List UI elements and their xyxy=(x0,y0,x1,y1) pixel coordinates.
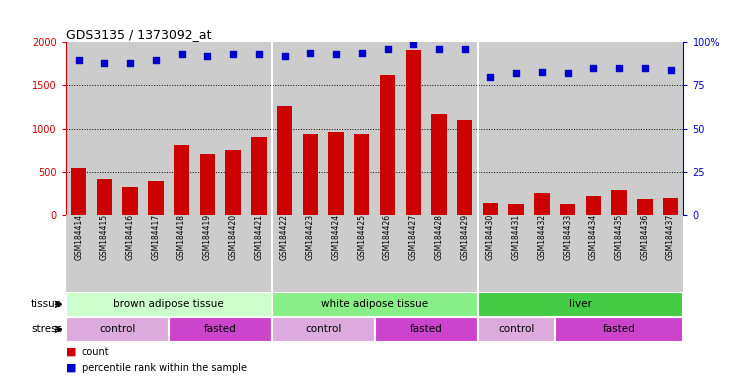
Point xyxy=(356,50,368,56)
Bar xyxy=(225,150,240,215)
Point xyxy=(536,68,548,74)
Point xyxy=(485,74,496,80)
Bar xyxy=(477,317,555,342)
Point xyxy=(407,41,419,47)
Bar xyxy=(375,317,477,342)
Bar xyxy=(354,134,369,215)
Point xyxy=(562,70,574,76)
Point xyxy=(175,51,187,57)
Bar xyxy=(534,193,550,215)
Text: tissue: tissue xyxy=(31,299,62,310)
Point xyxy=(227,51,239,57)
Text: ■: ■ xyxy=(66,362,76,373)
Bar xyxy=(663,198,678,215)
Text: ■: ■ xyxy=(66,347,76,357)
Bar xyxy=(272,292,477,317)
Point xyxy=(304,50,316,56)
Point xyxy=(588,65,599,71)
Bar xyxy=(611,190,627,215)
Text: fasted: fasted xyxy=(410,324,442,334)
Bar xyxy=(637,199,653,215)
Bar xyxy=(509,204,524,215)
Text: control: control xyxy=(99,324,135,334)
Bar xyxy=(66,317,169,342)
Text: fasted: fasted xyxy=(603,324,635,334)
Point xyxy=(664,67,676,73)
Point xyxy=(459,46,471,52)
Point xyxy=(73,56,85,63)
Bar xyxy=(174,145,189,215)
Point xyxy=(639,65,651,71)
Bar xyxy=(482,202,499,215)
Text: GDS3135 / 1373092_at: GDS3135 / 1373092_at xyxy=(66,28,211,41)
Text: control: control xyxy=(498,324,534,334)
Bar xyxy=(251,137,267,215)
Bar xyxy=(66,292,272,317)
Bar xyxy=(406,50,421,215)
Bar xyxy=(200,154,215,215)
Bar xyxy=(303,134,318,215)
Bar xyxy=(328,132,344,215)
Point xyxy=(124,60,136,66)
Point xyxy=(382,46,393,52)
Point xyxy=(150,56,162,63)
Bar xyxy=(560,204,575,215)
Bar xyxy=(122,187,138,215)
Text: control: control xyxy=(305,324,341,334)
Text: fasted: fasted xyxy=(204,324,237,334)
Point xyxy=(253,51,265,57)
Text: stress: stress xyxy=(31,324,62,334)
Text: white adipose tissue: white adipose tissue xyxy=(321,299,428,310)
Bar xyxy=(555,317,683,342)
Point xyxy=(202,53,213,59)
Text: percentile rank within the sample: percentile rank within the sample xyxy=(82,362,247,373)
Bar xyxy=(96,179,112,215)
Point xyxy=(613,65,625,71)
Bar xyxy=(277,106,292,215)
Text: brown adipose tissue: brown adipose tissue xyxy=(113,299,224,310)
Bar xyxy=(169,317,272,342)
Point xyxy=(279,53,290,59)
Text: liver: liver xyxy=(569,299,592,310)
Bar xyxy=(380,75,395,215)
Bar xyxy=(586,197,601,215)
Bar xyxy=(148,181,164,215)
Text: count: count xyxy=(82,347,110,357)
Bar xyxy=(477,292,683,317)
Point xyxy=(330,51,342,57)
Bar xyxy=(272,317,374,342)
Point xyxy=(433,46,445,52)
Point xyxy=(99,60,110,66)
Bar xyxy=(431,114,447,215)
Bar xyxy=(457,119,472,215)
Bar xyxy=(71,168,86,215)
Point xyxy=(510,70,522,76)
